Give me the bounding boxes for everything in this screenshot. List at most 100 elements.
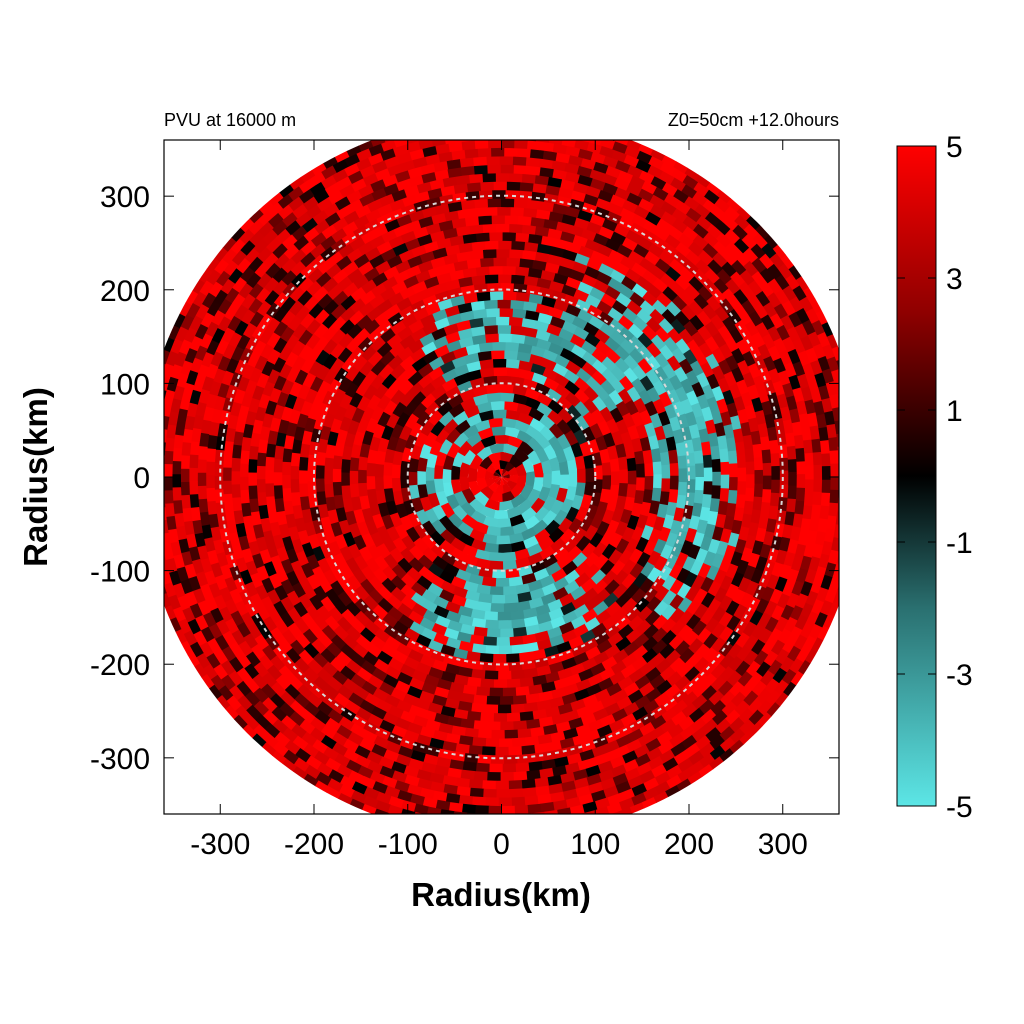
field-cell xyxy=(307,302,324,319)
field-cell xyxy=(139,439,149,453)
field-cell xyxy=(447,393,464,409)
field-cell xyxy=(641,796,658,811)
field-cell xyxy=(836,432,839,447)
field-cell xyxy=(189,603,203,620)
field-cell xyxy=(558,517,574,534)
field-cell xyxy=(503,585,518,596)
field-cell xyxy=(535,432,552,449)
field-cell xyxy=(540,235,556,247)
field-cell xyxy=(389,389,406,406)
field-cell xyxy=(501,417,517,429)
field-cell xyxy=(490,755,505,765)
field-cell xyxy=(400,487,412,503)
field-cell xyxy=(298,470,308,485)
field-cell xyxy=(271,356,286,374)
field-cell xyxy=(565,506,580,523)
field-cell xyxy=(661,477,671,492)
field-cell xyxy=(429,530,446,547)
field-cell xyxy=(622,597,639,614)
field-cell xyxy=(719,297,735,314)
field-cell xyxy=(611,299,628,315)
field-cell xyxy=(460,692,475,704)
field-cell xyxy=(513,446,530,463)
field-cell xyxy=(299,167,316,183)
field-cell xyxy=(485,155,500,166)
field-cell xyxy=(617,724,634,739)
field-cell xyxy=(771,639,786,656)
field-cell xyxy=(189,494,200,509)
field-cell xyxy=(697,324,713,341)
field-cell xyxy=(766,573,780,590)
field-cell xyxy=(328,606,344,623)
field-cell xyxy=(279,702,296,719)
field-cell xyxy=(297,276,314,293)
field-cell xyxy=(752,374,766,391)
field-cell xyxy=(543,443,558,460)
field-cell xyxy=(299,312,315,329)
field-cell xyxy=(475,558,491,570)
field-cell xyxy=(349,457,360,472)
field-cell xyxy=(584,238,601,252)
field-cell xyxy=(595,434,608,451)
field-cell xyxy=(541,582,558,597)
field-cell xyxy=(348,236,366,252)
field-cell xyxy=(591,622,608,638)
field-cell xyxy=(344,365,360,382)
field-cell xyxy=(264,262,281,279)
field-cell xyxy=(205,653,221,670)
field-cell xyxy=(669,176,687,192)
field-cell xyxy=(352,568,368,585)
field-cell xyxy=(774,615,790,633)
field-cell xyxy=(710,445,721,460)
field-cell xyxy=(655,326,671,343)
field-cell xyxy=(727,489,738,504)
field-cell xyxy=(318,691,336,708)
field-cell xyxy=(674,274,691,291)
field-cell xyxy=(622,750,639,764)
field-cell xyxy=(510,274,525,285)
field-cell xyxy=(206,500,218,516)
field-cell xyxy=(618,623,635,640)
field-cell xyxy=(761,638,777,656)
field-cell xyxy=(789,407,801,424)
field-cell xyxy=(484,333,499,343)
field-cell xyxy=(478,358,494,370)
field-cell xyxy=(770,492,781,507)
field-cell xyxy=(164,545,174,561)
field-cell xyxy=(561,140,577,148)
field-cell xyxy=(650,175,667,190)
field-cell xyxy=(413,431,428,449)
field-cell xyxy=(290,248,307,265)
field-cell xyxy=(559,178,576,191)
field-cell xyxy=(240,612,255,629)
field-cell xyxy=(648,434,660,450)
field-cell xyxy=(573,140,590,151)
field-cell xyxy=(525,624,541,636)
field-cell xyxy=(431,504,447,521)
field-cell xyxy=(584,265,601,280)
field-cell xyxy=(354,598,371,615)
field-cell xyxy=(672,400,686,417)
field-cell xyxy=(530,216,545,228)
field-cell xyxy=(815,308,830,325)
field-cell xyxy=(782,284,798,301)
field-cell xyxy=(551,568,568,583)
field-cell xyxy=(313,219,330,235)
field-cell xyxy=(407,123,422,135)
field-cell xyxy=(694,258,711,275)
field-cell xyxy=(526,165,541,176)
field-cell xyxy=(478,593,493,604)
field-cell xyxy=(786,325,801,342)
field-cell xyxy=(697,562,712,579)
field-cell xyxy=(793,634,809,651)
field-cell xyxy=(385,412,400,429)
field-cell xyxy=(670,541,684,558)
field-cell xyxy=(531,259,547,271)
field-cell xyxy=(300,562,315,579)
field-cell xyxy=(226,414,239,430)
field-cell xyxy=(446,690,463,702)
field-cell xyxy=(464,215,479,227)
field-cell xyxy=(376,411,391,428)
field-cell xyxy=(741,233,758,250)
field-cell xyxy=(539,413,556,430)
